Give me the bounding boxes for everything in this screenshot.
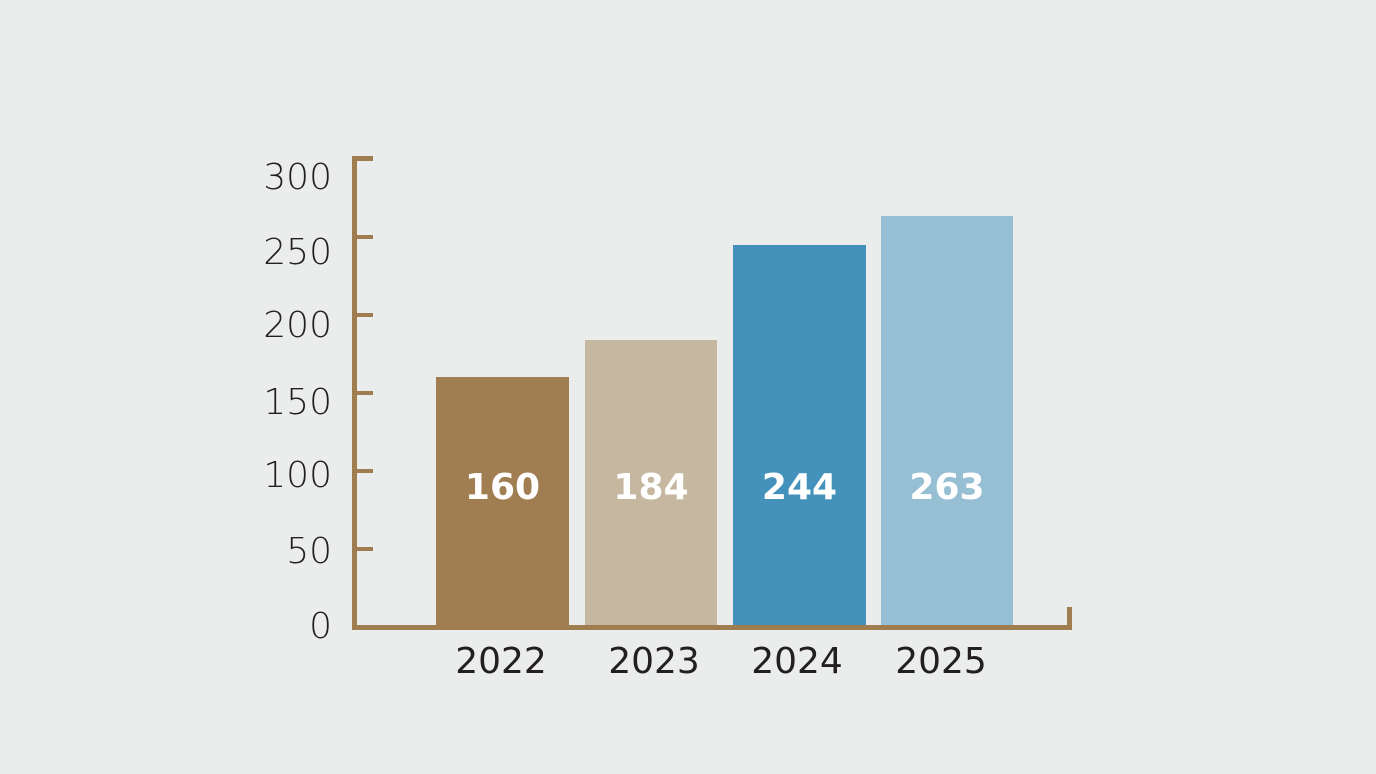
bar-value-label: 184	[613, 467, 689, 508]
bar-value-label: 244	[761, 467, 838, 508]
y-axis-tick-200	[352, 313, 373, 317]
bar-2025: 263	[881, 216, 1013, 627]
y-axis-tick-100	[352, 469, 373, 473]
bar-2024: 244	[733, 245, 866, 627]
x-axis-line	[352, 625, 1072, 630]
x-tick-label-2023: 2023	[608, 641, 700, 682]
y-axis-tick-150	[352, 391, 373, 395]
y-axis-tick-250	[352, 235, 373, 239]
bar-value-label: 160	[464, 467, 541, 508]
x-tick-label-2024: 2024	[751, 641, 843, 682]
y-tick-label-150: 150	[263, 382, 332, 423]
x-tick-label-2022: 2022	[455, 641, 547, 682]
bar-value-label: 263	[909, 467, 985, 508]
y-tick-label-200: 200	[263, 305, 332, 346]
x-tick-label-2025: 2025	[895, 641, 987, 682]
bar-2023: 184	[585, 340, 717, 627]
y-axis-tick-300	[352, 156, 373, 161]
y-tick-label-50: 50	[286, 531, 332, 572]
y-axis-tick-50	[352, 547, 373, 551]
y-tick-label-250: 250	[263, 232, 332, 273]
bar-2022: 160	[436, 377, 569, 627]
x-axis-end-tick	[1067, 607, 1072, 630]
y-tick-label-100: 100	[263, 455, 332, 496]
y-tick-label-300: 300	[263, 157, 332, 198]
y-tick-label-0: 0	[309, 606, 332, 647]
